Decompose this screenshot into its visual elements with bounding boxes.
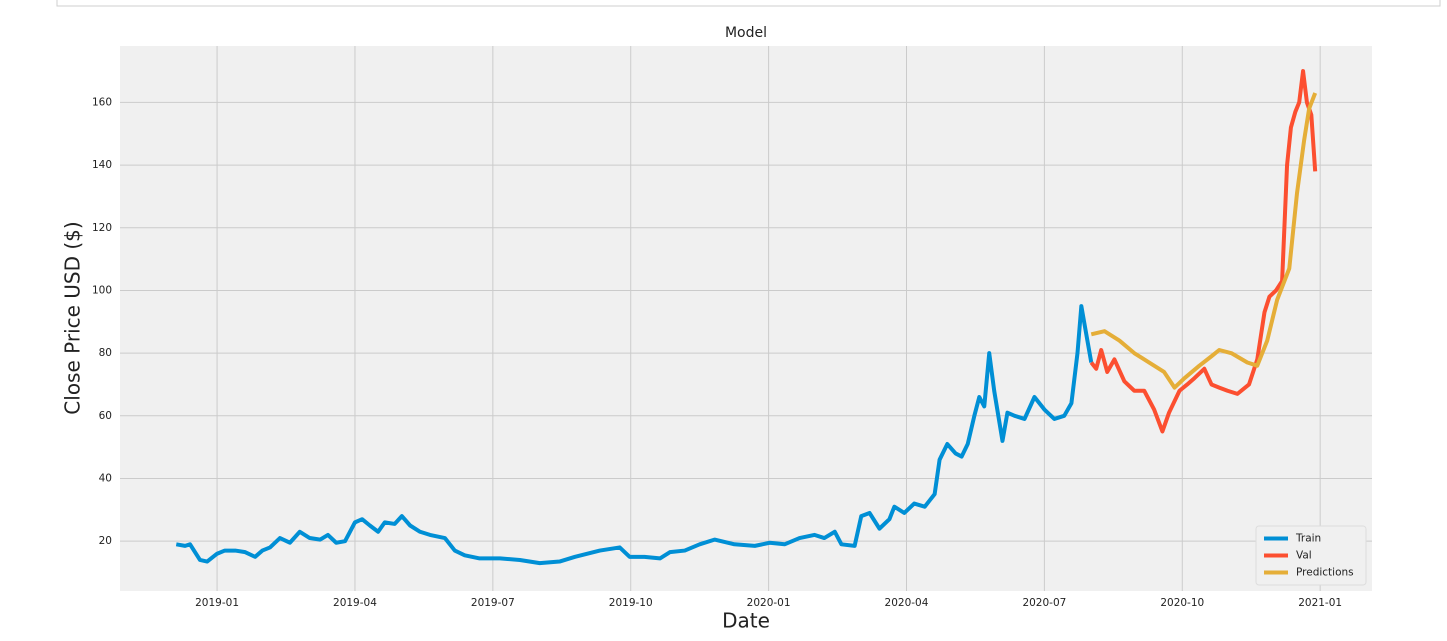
x-tick-label: 2019-01 xyxy=(195,597,239,609)
legend-label: Predictions xyxy=(1296,567,1354,579)
y-tick-label: 20 xyxy=(99,535,112,547)
cell-frame xyxy=(56,0,1441,7)
x-tick-label: 2021-01 xyxy=(1298,597,1342,609)
x-tick-label: 2020-04 xyxy=(885,597,929,609)
y-tick-label: 60 xyxy=(99,410,112,422)
y-tick-label: 160 xyxy=(92,96,112,108)
legend-label: Train xyxy=(1295,533,1321,545)
x-tick-label: 2019-07 xyxy=(471,597,515,609)
y-tick-label: 40 xyxy=(99,472,112,484)
x-tick-label: 2020-01 xyxy=(747,597,791,609)
x-tick-label: 2020-07 xyxy=(1022,597,1066,609)
y-tick-label: 120 xyxy=(92,222,112,234)
y-tick-label: 140 xyxy=(92,159,112,171)
y-axis-label: Close Price USD ($) xyxy=(61,221,85,414)
series-line xyxy=(1089,69,1318,434)
legend-label: Val xyxy=(1296,550,1312,562)
chart-title: Model xyxy=(725,25,767,41)
plot-area xyxy=(120,46,1372,591)
lines xyxy=(175,69,1318,566)
series-line xyxy=(1090,92,1318,390)
grid xyxy=(120,46,1372,591)
y-tick-label: 80 xyxy=(99,347,112,359)
x-axis-label: Date xyxy=(722,609,770,633)
legend: Train Val Predictions xyxy=(1255,525,1367,586)
y-tick-label: 100 xyxy=(92,284,112,296)
legend-box xyxy=(1255,525,1367,586)
x-tick-label: 2019-04 xyxy=(333,597,377,609)
series-line xyxy=(175,304,1094,566)
x-tick-label: 2019-10 xyxy=(609,597,653,609)
x-tick-label: 2020-10 xyxy=(1160,597,1204,609)
